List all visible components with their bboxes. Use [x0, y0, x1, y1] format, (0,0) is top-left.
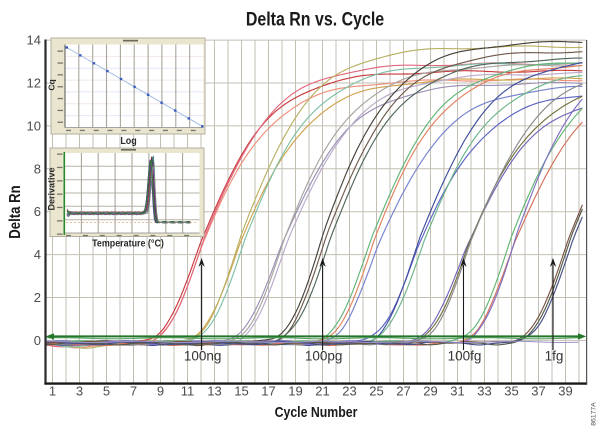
svg-text:3: 3: [76, 384, 83, 399]
svg-text:8: 8: [34, 161, 41, 176]
svg-text:27: 27: [396, 384, 410, 399]
svg-text:1fg: 1fg: [545, 349, 564, 364]
svg-text:86177A: 86177A: [591, 402, 598, 426]
svg-text:10: 10: [27, 118, 41, 133]
svg-text:21: 21: [315, 384, 329, 399]
svg-text:37: 37: [531, 384, 545, 399]
svg-text:35: 35: [504, 384, 518, 399]
svg-text:12: 12: [27, 76, 41, 91]
svg-text:Delta Rn: Delta Rn: [7, 185, 24, 238]
svg-text:11: 11: [181, 384, 195, 399]
svg-text:6: 6: [34, 204, 41, 219]
svg-text:5: 5: [103, 384, 110, 399]
svg-text:Log: Log: [120, 135, 136, 147]
svg-text:100pg: 100pg: [305, 349, 343, 364]
svg-text:4: 4: [34, 247, 41, 262]
svg-text:25: 25: [369, 384, 383, 399]
svg-text:Delta Rn vs. Cycle: Delta Rn vs. Cycle: [246, 8, 384, 30]
svg-text:0: 0: [34, 333, 41, 348]
svg-text:100fg: 100fg: [448, 349, 482, 364]
svg-text:2: 2: [34, 290, 41, 305]
svg-text:9: 9: [157, 384, 164, 399]
svg-text:Cycle Number: Cycle Number: [275, 404, 358, 420]
svg-text:23: 23: [342, 384, 356, 399]
svg-text:Cq: Cq: [47, 79, 57, 90]
svg-text:33: 33: [477, 384, 491, 399]
svg-text:13: 13: [207, 384, 221, 399]
svg-text:1: 1: [49, 384, 56, 399]
svg-text:Derivative: Derivative: [47, 167, 57, 210]
svg-text:15: 15: [234, 384, 248, 399]
svg-text:31: 31: [450, 384, 464, 399]
svg-text:100ng: 100ng: [184, 349, 222, 364]
svg-text:14: 14: [27, 33, 41, 48]
svg-text:7: 7: [130, 384, 137, 399]
svg-text:Temperature (°C): Temperature (°C): [92, 238, 164, 250]
svg-text:19: 19: [288, 384, 302, 399]
svg-text:39: 39: [558, 384, 572, 399]
svg-text:29: 29: [423, 384, 437, 399]
svg-text:17: 17: [261, 384, 275, 399]
